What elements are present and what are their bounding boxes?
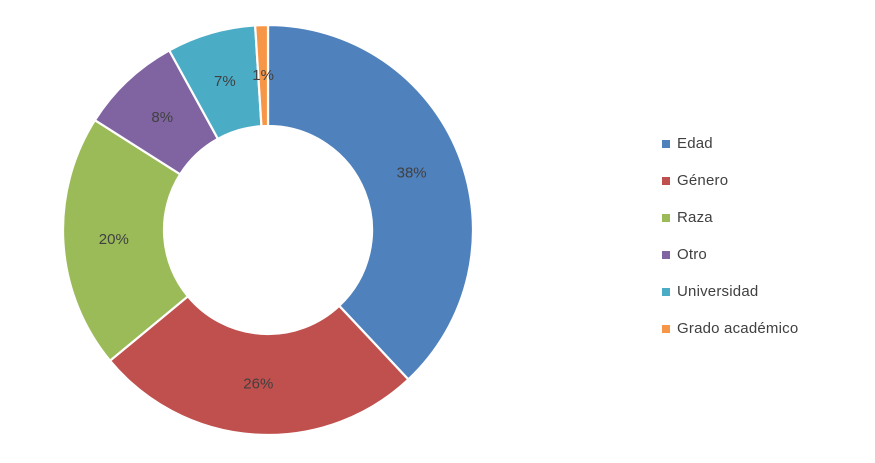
legend-item: Raza — [662, 199, 798, 236]
data-label: 26% — [243, 376, 273, 393]
legend-label: Edad — [677, 135, 713, 152]
legend-swatch — [662, 287, 670, 296]
donut-slice-edad — [266, 23, 475, 381]
legend-item: Edad — [662, 125, 798, 162]
legend-swatch — [662, 250, 670, 259]
legend-label: Otro — [677, 246, 707, 263]
data-label: 7% — [214, 73, 236, 90]
legend-item: Universidad — [662, 273, 798, 310]
data-label: 8% — [151, 109, 173, 126]
legend-swatch — [662, 139, 670, 148]
chart-legend: Edad Género Raza Otro Universidad Grado acadé… — [662, 125, 798, 347]
legend-swatch — [662, 176, 670, 185]
legend-item: Grado académico — [662, 310, 798, 347]
data-label: 1% — [252, 67, 274, 84]
legend-label: Raza — [677, 209, 713, 226]
donut-data-labels: 38% 26% 20% 8% 7% 1% — [99, 67, 427, 393]
donut-slices — [61, 23, 475, 437]
donut-slice-grado-academico — [253, 23, 270, 128]
donut-slice-raza — [61, 118, 190, 363]
data-label: 20% — [99, 231, 129, 248]
legend-label: Universidad — [677, 283, 759, 300]
legend-swatch — [662, 213, 670, 222]
legend-item: Otro — [662, 236, 798, 273]
legend-label: Género — [677, 172, 729, 189]
donut-slice-genero — [108, 294, 410, 437]
legend-label: Grado académico — [677, 320, 799, 337]
data-label: 38% — [397, 165, 427, 182]
legend-item: Género — [662, 162, 798, 199]
legend-swatch — [662, 324, 670, 333]
